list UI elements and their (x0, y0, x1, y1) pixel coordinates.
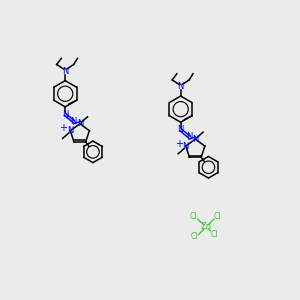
Text: +: + (59, 123, 68, 134)
Text: N: N (62, 110, 68, 119)
Text: N: N (70, 117, 77, 126)
Text: N: N (76, 119, 83, 128)
Text: N: N (192, 135, 199, 144)
Text: N: N (62, 67, 68, 76)
Text: Cl: Cl (214, 212, 221, 221)
Text: Cl: Cl (190, 212, 197, 221)
Text: N: N (178, 82, 184, 91)
Text: +: + (175, 139, 183, 149)
Text: N: N (67, 126, 74, 135)
Text: Cl: Cl (191, 232, 198, 242)
Text: Cl: Cl (211, 230, 218, 239)
Text: N: N (178, 125, 184, 134)
Text: N: N (186, 132, 192, 141)
Text: N: N (183, 142, 189, 151)
Text: Zn: Zn (200, 223, 212, 232)
